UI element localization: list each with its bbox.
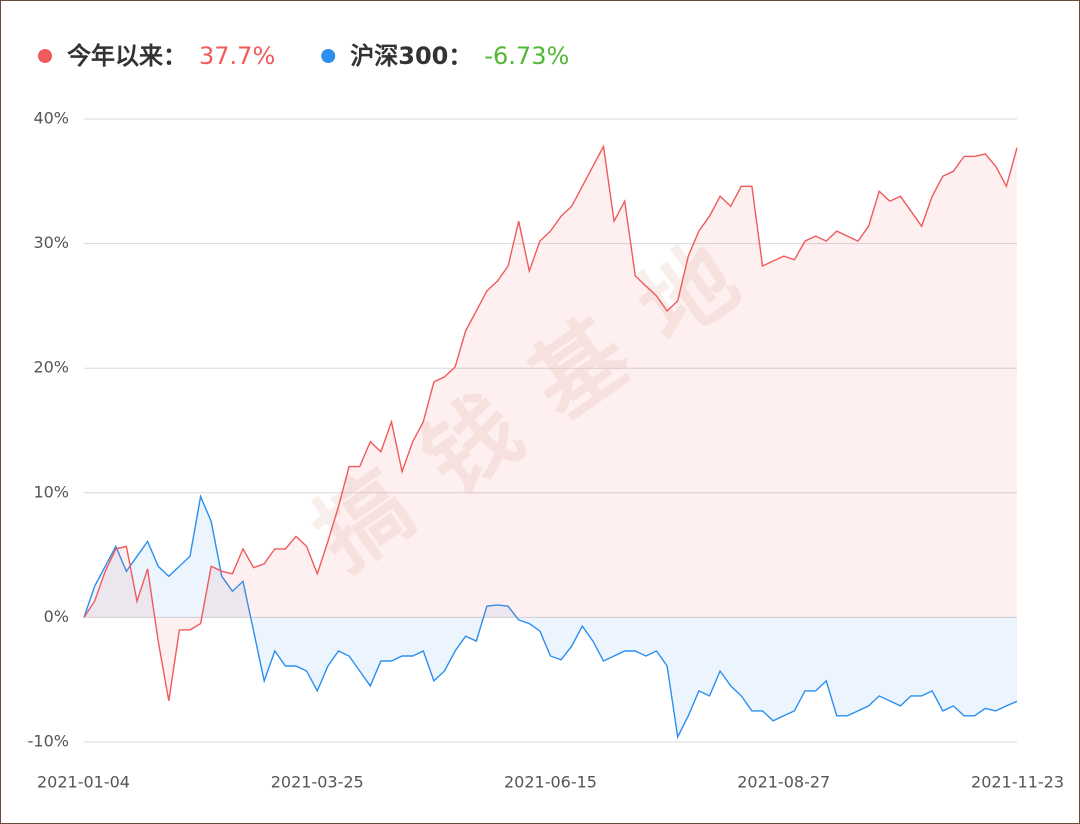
legend-marker (321, 49, 336, 63)
x-tick-label: 2021-03-25 (271, 773, 364, 792)
line (83, 144, 1018, 702)
x-tick-label: 2021-06-15 (504, 773, 597, 792)
line (83, 494, 1018, 740)
y-tick-label: 40% (33, 109, 69, 128)
x-tick-label: 2021-08-27 (737, 773, 830, 792)
area (84, 146, 1017, 701)
area (84, 496, 1017, 737)
y-tick-label: 0% (44, 607, 69, 626)
legend-label: 今年以来： (67, 42, 187, 70)
legend-marker (38, 49, 52, 63)
legend-value: -6.73% (484, 42, 569, 70)
legend-label: 沪深300： (350, 42, 472, 70)
x-tick-label: 2021-11-23 (971, 773, 1064, 792)
y-tick-label: 30% (33, 233, 69, 252)
legend-value: 37.7% (199, 42, 275, 70)
y-tick-label: -10% (28, 732, 69, 751)
x-tick-label: 2021-01-04 (37, 773, 130, 792)
y-tick-label: 10% (33, 482, 69, 501)
y-tick-label: 20% (33, 358, 69, 377)
